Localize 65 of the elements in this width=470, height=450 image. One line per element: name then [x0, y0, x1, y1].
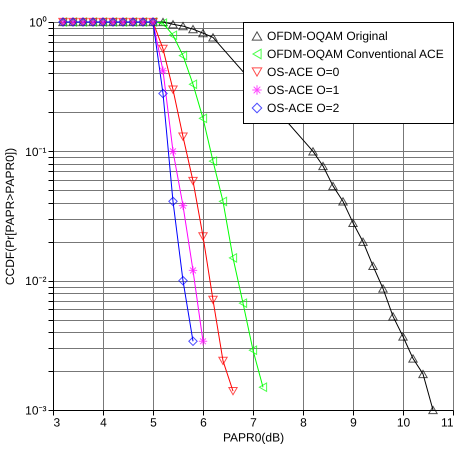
point	[198, 114, 208, 123]
point	[168, 20, 178, 28]
point	[308, 147, 318, 156]
point	[188, 80, 198, 89]
y-tick-label: 10⁻²	[25, 274, 47, 288]
y-tick-label: 10⁻¹	[25, 144, 47, 159]
x-tick-label: 11	[441, 416, 454, 430]
point	[228, 386, 238, 396]
point	[218, 356, 228, 365]
x-tick-label: 3	[54, 416, 60, 430]
point	[188, 336, 198, 346]
point	[198, 29, 208, 38]
x-tick-label: 6	[200, 416, 208, 430]
point	[248, 346, 258, 355]
point	[238, 298, 248, 308]
point	[368, 262, 378, 270]
point	[168, 86, 178, 94]
point	[198, 232, 208, 241]
point	[178, 50, 188, 60]
point	[168, 196, 178, 206]
point	[178, 276, 188, 286]
point	[358, 238, 368, 246]
legend-label: OS-ACE O=0	[267, 65, 340, 79]
legend-label: OFDM-OQAM Conventional ACE	[267, 47, 444, 61]
point	[318, 162, 328, 170]
y-tick-label: 10⁰	[29, 16, 46, 30]
point	[428, 406, 438, 414]
point	[328, 182, 338, 190]
point	[158, 44, 168, 53]
point	[418, 370, 428, 378]
point	[228, 253, 238, 263]
point	[198, 336, 208, 346]
point	[208, 296, 218, 304]
point	[178, 22, 188, 30]
point	[378, 284, 388, 293]
point	[158, 66, 168, 76]
point	[168, 30, 178, 40]
point	[158, 88, 168, 98]
x-tick-label: 9	[350, 416, 358, 430]
point	[208, 156, 218, 166]
point	[398, 332, 408, 341]
y-tick-label: 10⁻³	[25, 404, 47, 418]
point	[188, 266, 198, 276]
x-tick-label: 10	[396, 416, 410, 430]
point	[388, 312, 398, 320]
legend-label: OFDM-OQAM Original	[267, 29, 388, 43]
point	[208, 33, 218, 42]
x-tick-label: 7	[250, 416, 258, 430]
point	[218, 196, 228, 206]
point	[258, 382, 268, 392]
point	[348, 218, 358, 227]
x-tick-label: 4	[100, 416, 108, 430]
point	[338, 197, 348, 206]
x-axis-title: PAPR0(dB)	[222, 430, 284, 444]
point	[178, 132, 188, 141]
point	[408, 354, 418, 363]
x-tick-label: 8	[300, 416, 308, 430]
point	[188, 25, 198, 34]
point	[188, 176, 198, 186]
point	[168, 146, 178, 156]
legend-label: OS-ACE O=2	[267, 101, 340, 115]
y-axis-title: CCDF(Pr[PAPR>PAPR0])	[3, 148, 18, 286]
legend-label: OS-ACE O=1	[267, 83, 340, 97]
x-tick-label: 5	[150, 416, 158, 430]
point	[178, 201, 188, 210]
